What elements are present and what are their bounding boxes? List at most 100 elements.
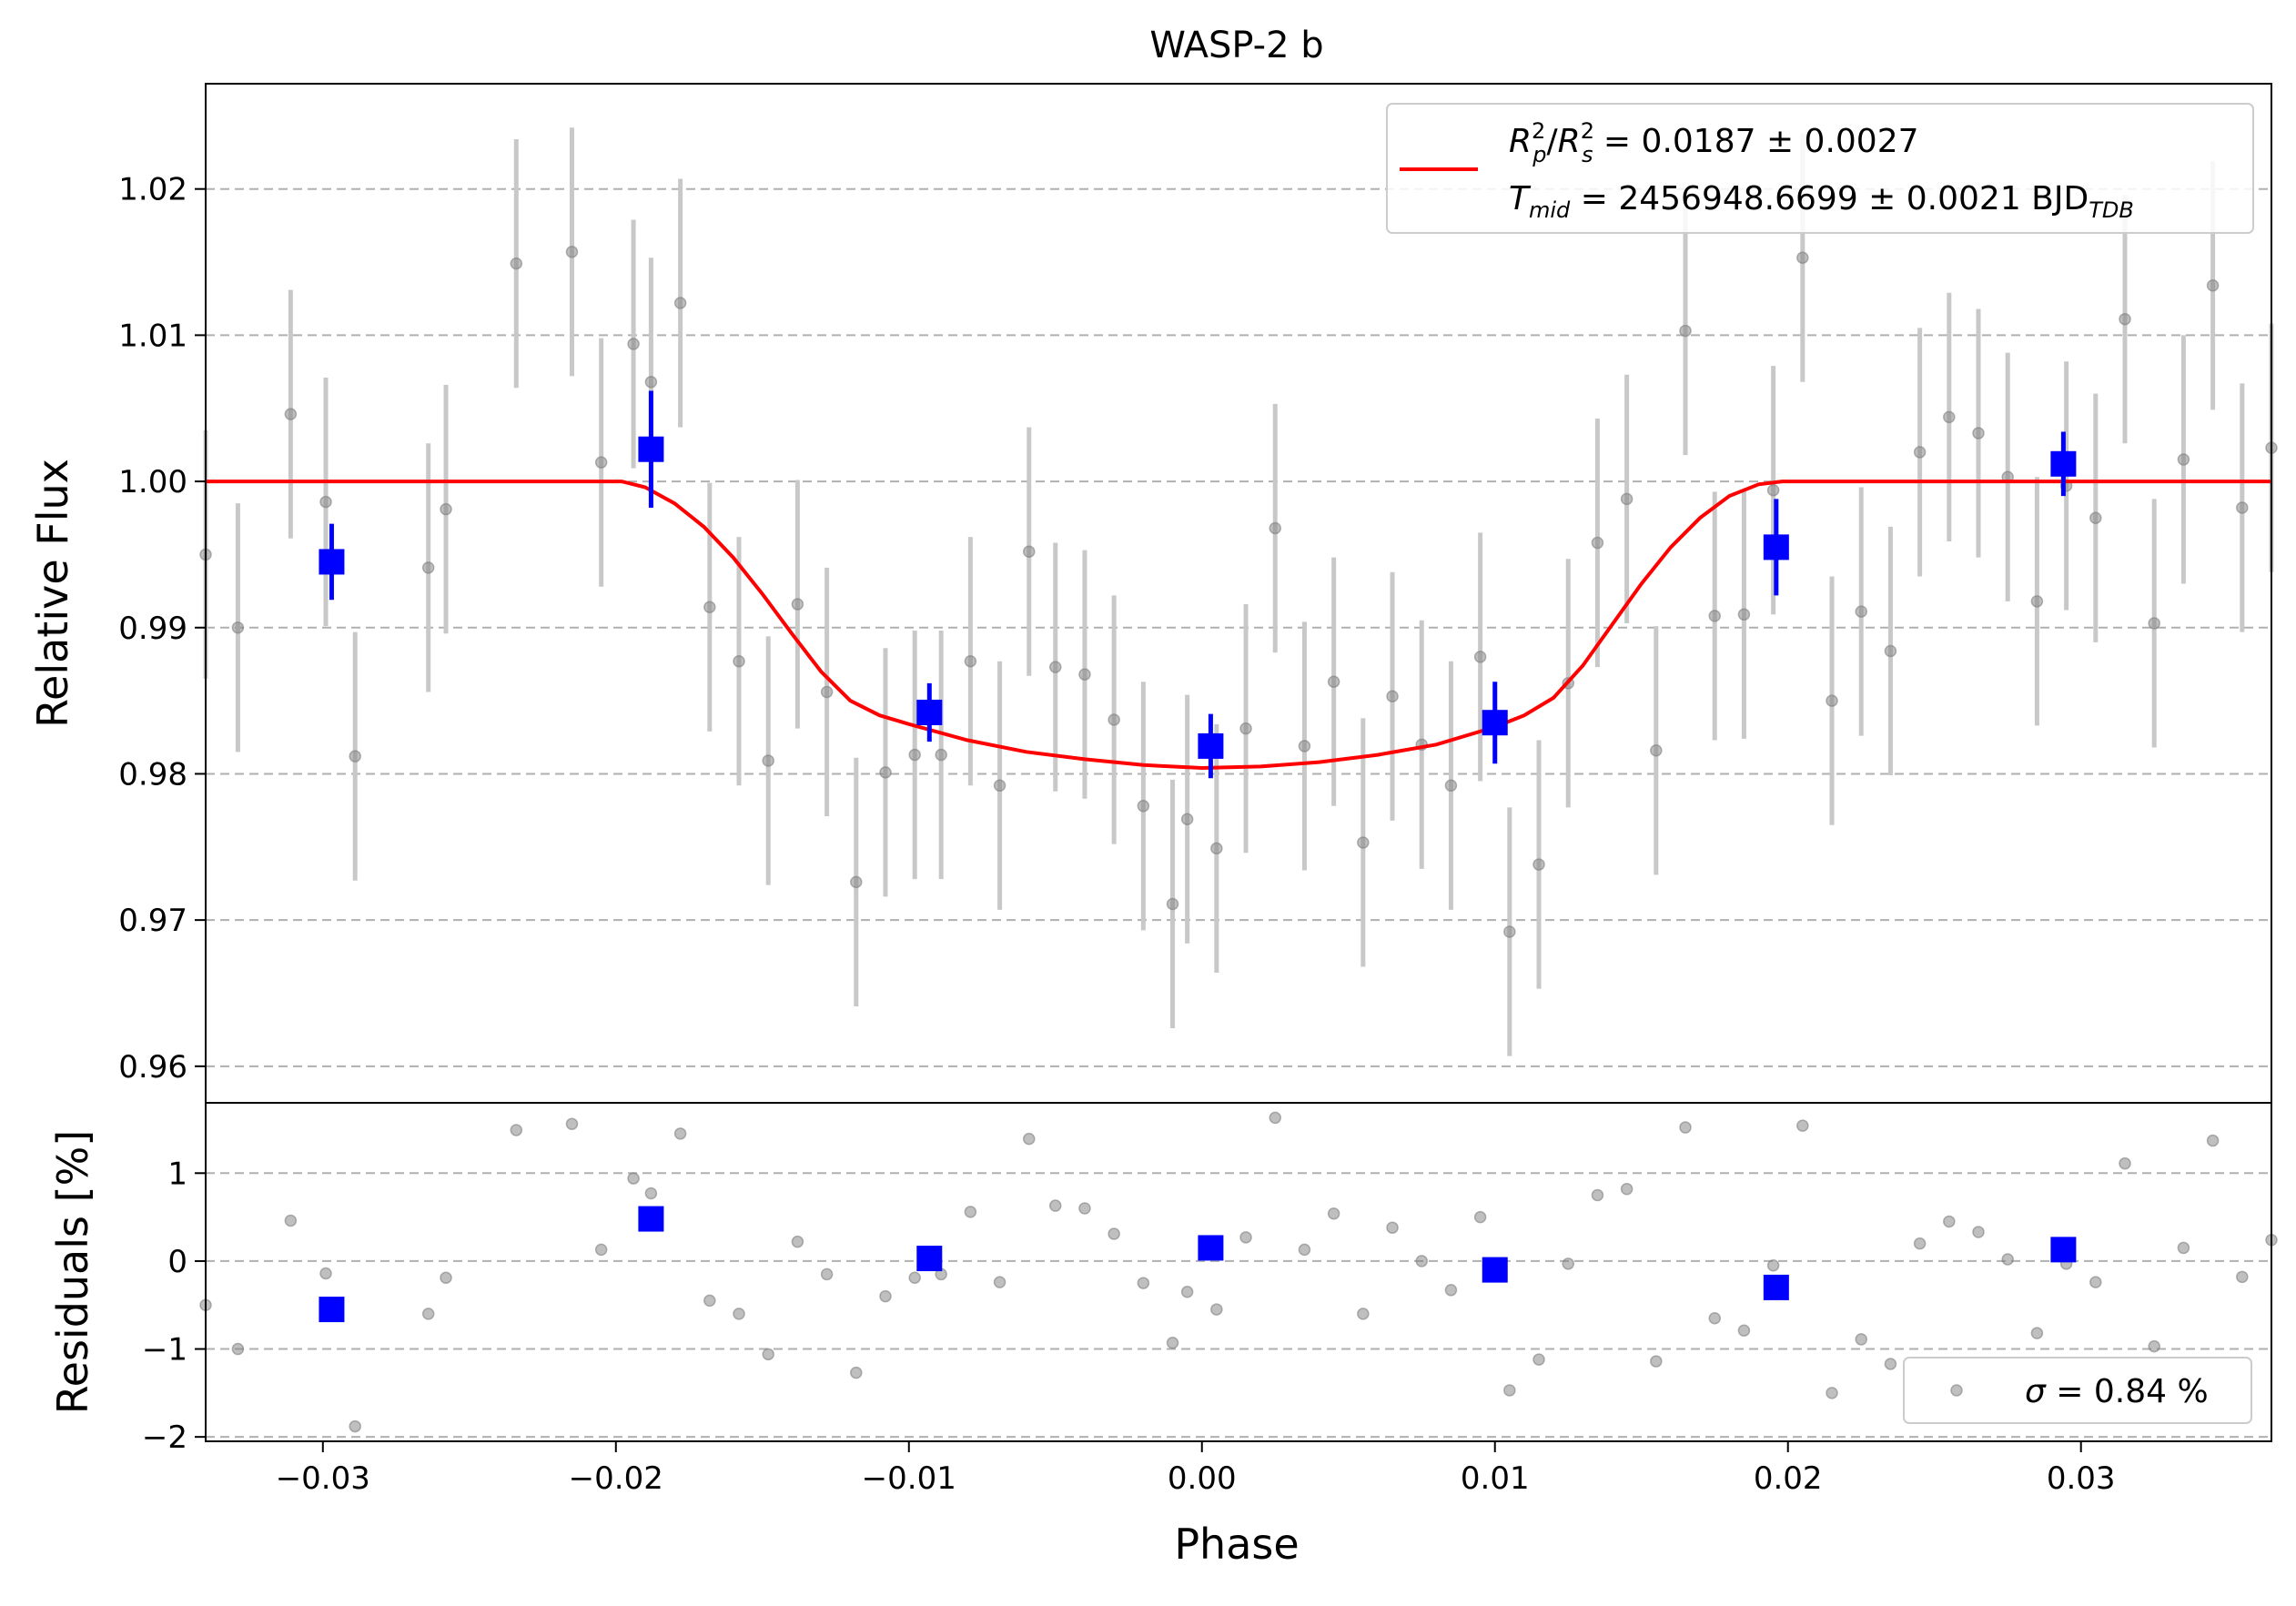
data-point — [1943, 410, 1956, 424]
data-point — [1386, 690, 1399, 703]
binned-point — [2050, 450, 2077, 477]
residuals-data-points — [199, 1111, 2278, 1433]
y-tick-label: 0.98 — [118, 756, 187, 793]
data-point — [644, 1187, 658, 1200]
data-point — [1023, 545, 1036, 558]
legend-depth-slash: / — [1547, 123, 1559, 160]
y-tick-label: 0.99 — [118, 611, 187, 647]
binned-point — [916, 699, 943, 725]
residuals-legend-box — [1903, 1357, 2252, 1424]
data-point — [673, 297, 687, 309]
residuals-legend-marker — [1950, 1384, 1963, 1397]
data-point — [2030, 1327, 2044, 1339]
data-point — [2177, 453, 2190, 466]
legend-tmid-label: Tmid = 2456948.6699 ± 0.0021 BJDTDB — [1509, 180, 2134, 223]
data-point — [1166, 897, 1179, 911]
data-point — [850, 875, 863, 889]
data-point — [644, 376, 658, 389]
residuals-axes-frame — [205, 1102, 2272, 1442]
data-point — [1708, 610, 1721, 622]
data-point — [1562, 1258, 1574, 1270]
legend-rs-sup: 2 — [1581, 118, 1594, 144]
data-point — [1855, 1333, 1867, 1346]
binned-point — [1198, 732, 1224, 759]
data-point — [2119, 312, 2131, 326]
data-point — [421, 561, 435, 574]
data-point — [2089, 511, 2102, 524]
data-point — [1078, 1202, 1091, 1215]
data-point — [1620, 1182, 1633, 1196]
binned-point — [319, 1297, 345, 1323]
data-point — [440, 502, 452, 516]
legend-tmid-value: = 2456948.6699 ± 0.0021 BJD — [1570, 180, 2089, 217]
legend-rp-sup: 2 — [1532, 118, 1545, 144]
data-point — [1386, 1221, 1399, 1234]
data-point — [1473, 1210, 1487, 1224]
data-point — [1444, 1284, 1458, 1297]
legend-tdb-sub: TDB — [2089, 197, 2134, 223]
binned-point — [319, 549, 345, 575]
data-point — [935, 748, 947, 762]
binned-point — [2050, 1237, 2077, 1263]
data-point — [1766, 483, 1780, 497]
data-point — [1166, 1337, 1179, 1349]
data-point — [733, 1308, 745, 1320]
legend-tmid-sub: mid — [1529, 197, 1571, 223]
data-point — [1650, 1355, 1663, 1368]
data-point — [510, 257, 523, 270]
data-point — [1972, 427, 1985, 439]
data-point — [964, 1206, 977, 1218]
data-point — [1796, 251, 1809, 264]
data-point — [908, 748, 921, 762]
data-point — [908, 1271, 921, 1285]
y-tick-label: 0.97 — [118, 903, 187, 939]
data-point — [1269, 521, 1281, 535]
data-point — [820, 1268, 834, 1281]
data-point — [2206, 279, 2220, 292]
data-point — [1357, 836, 1370, 849]
x-axis-label: Phase — [1174, 1520, 1299, 1569]
data-point — [1298, 1243, 1311, 1257]
data-point — [1826, 694, 1838, 707]
data-point — [1023, 1132, 1036, 1146]
data-point — [762, 754, 774, 767]
legend-tmid-symbol: T — [1509, 180, 1532, 217]
data-point — [231, 621, 245, 634]
legend-depth-value: = 0.0187 ± 0.0027 — [1593, 123, 1918, 160]
legend-rp-symbol: R — [1509, 123, 1532, 160]
residuals-binned-points — [319, 1206, 2077, 1323]
flux-y-ticks: 0.96 0.97 0.98 0.99 1.00 1.01 1.02 — [118, 172, 206, 1086]
data-point — [791, 598, 804, 611]
data-point — [762, 1348, 774, 1361]
data-point — [627, 338, 640, 350]
data-point — [1796, 1119, 1809, 1132]
data-point — [703, 601, 716, 614]
data-point — [1972, 1226, 1985, 1238]
data-point — [510, 1124, 523, 1136]
data-point — [1473, 651, 1487, 663]
data-point — [1239, 722, 1252, 735]
data-point — [565, 246, 579, 258]
data-point — [850, 1366, 863, 1379]
residuals-y-ticks: −2 −1 0 1 — [142, 1156, 206, 1456]
legend-rs-sub: s — [1582, 142, 1593, 167]
data-point — [2236, 501, 2249, 514]
data-point — [1620, 492, 1633, 506]
x-tick-label: −0.02 — [569, 1460, 663, 1497]
data-point — [1679, 1121, 1692, 1134]
data-point — [2206, 1134, 2220, 1147]
data-point — [1078, 668, 1091, 681]
y-tick-label: 0 — [167, 1244, 187, 1280]
data-point — [1049, 661, 1062, 673]
binned-point — [638, 436, 664, 462]
x-tick-label: 0.02 — [1754, 1460, 1823, 1497]
y-tick-label: 0.96 — [118, 1049, 187, 1086]
residuals-legend-label: σ = 0.84 % — [2025, 1373, 2209, 1410]
y-tick-label: −2 — [142, 1419, 187, 1456]
data-point — [1708, 1311, 1721, 1325]
data-point — [1210, 1303, 1223, 1316]
flux-binned-points — [319, 390, 2077, 779]
